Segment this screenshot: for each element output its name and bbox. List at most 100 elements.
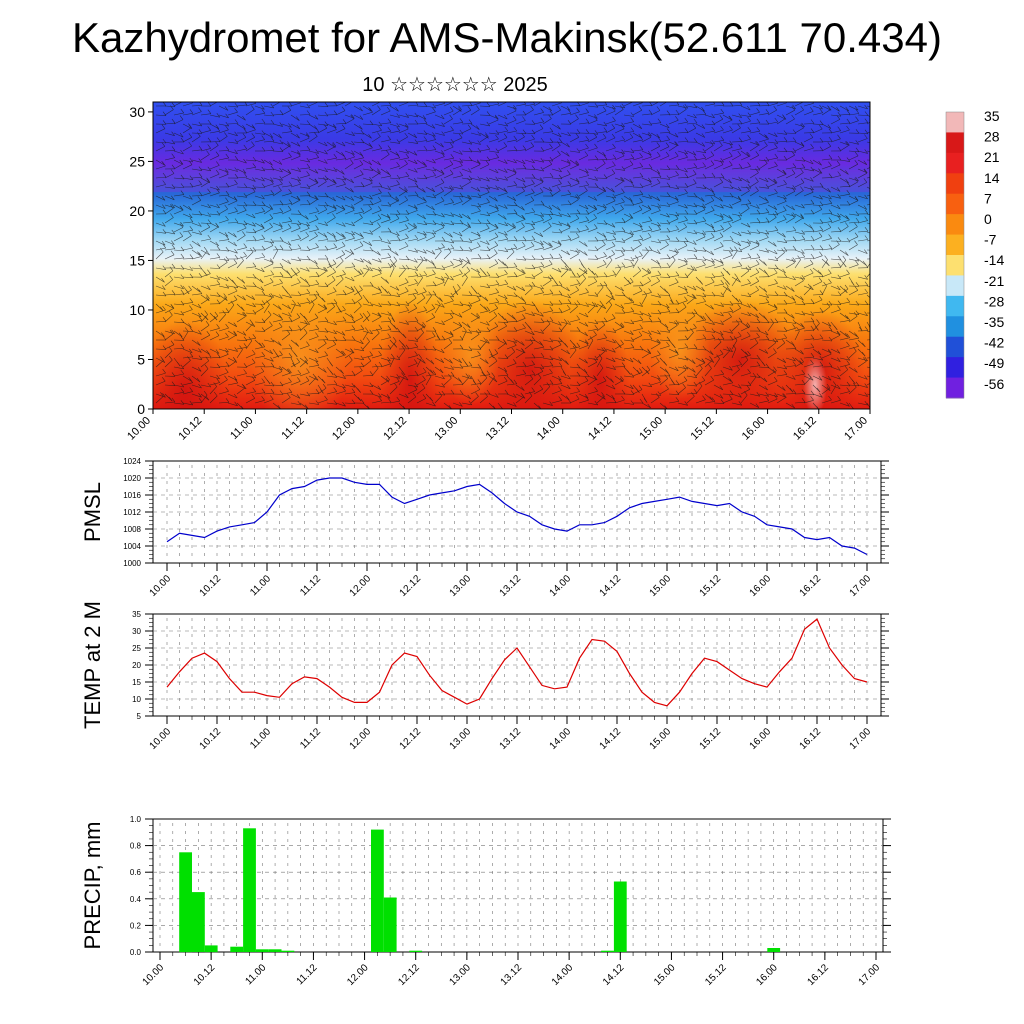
wind-barb-tick bbox=[666, 254, 671, 259]
wind-barb bbox=[785, 276, 796, 281]
wind-barb-tick bbox=[630, 98, 633, 102]
wind-barb bbox=[200, 177, 210, 184]
wind-barb bbox=[461, 258, 471, 265]
wind-barb-tick bbox=[341, 141, 346, 147]
wind-barb bbox=[452, 137, 463, 143]
wind-barb-tick bbox=[413, 178, 418, 183]
wind-barb-tick bbox=[756, 204, 760, 209]
wind-barb bbox=[821, 140, 833, 143]
wind-barb-tick bbox=[845, 251, 849, 256]
wind-barb bbox=[497, 231, 508, 236]
wind-barb-tick bbox=[815, 326, 819, 331]
wind-barb bbox=[740, 257, 751, 260]
wind-barb bbox=[740, 321, 750, 329]
wind-barb bbox=[245, 294, 255, 300]
wind-barb bbox=[380, 256, 391, 260]
wind-barb-tick bbox=[304, 356, 308, 361]
wind-barb-tick bbox=[522, 164, 527, 169]
wind-barb-tick bbox=[392, 262, 397, 268]
wind-barb bbox=[272, 159, 283, 165]
wind-barb-tick bbox=[286, 329, 291, 335]
wind-barb-tick bbox=[701, 133, 706, 138]
wind-barb bbox=[326, 330, 337, 335]
wind-barb bbox=[452, 213, 463, 219]
wind-barb bbox=[281, 258, 291, 265]
wind-barb-tick bbox=[792, 163, 797, 168]
wind-barb-tick bbox=[792, 298, 797, 303]
wind-barb-tick bbox=[535, 308, 540, 313]
wind-barb bbox=[812, 255, 823, 260]
wind-barb bbox=[677, 204, 688, 209]
wind-barb-tick bbox=[486, 370, 491, 375]
wind-barb bbox=[632, 259, 639, 269]
wind-barb-tick bbox=[224, 375, 228, 380]
wind-barb-tick bbox=[520, 348, 525, 353]
wind-barb bbox=[605, 348, 616, 353]
wind-barb-tick bbox=[800, 142, 805, 147]
wind-barb-tick bbox=[169, 311, 173, 316]
wind-barb-tick bbox=[711, 334, 716, 339]
wind-barb bbox=[515, 273, 526, 278]
wind-barb bbox=[236, 235, 246, 242]
wind-barb-tick bbox=[540, 312, 544, 317]
wind-barb-tick bbox=[531, 235, 536, 240]
wind-barb-tick bbox=[833, 325, 838, 330]
wind-barb-tick bbox=[314, 260, 318, 265]
wind-barb-tick bbox=[414, 278, 418, 284]
wind-barb bbox=[335, 110, 346, 116]
wind-barb-tick bbox=[270, 293, 274, 298]
wind-barb bbox=[614, 303, 625, 309]
wind-barb-tick bbox=[630, 261, 634, 266]
wind-barb-tick bbox=[297, 369, 302, 375]
wind-barb-tick bbox=[540, 166, 545, 172]
wind-barb bbox=[164, 186, 175, 189]
wind-barb-tick bbox=[675, 366, 679, 371]
wind-barb-tick bbox=[387, 127, 392, 132]
wind-barb-tick bbox=[477, 242, 481, 247]
wind-barb-tick bbox=[439, 368, 444, 374]
wind-barb-tick bbox=[197, 242, 201, 247]
wind-barb-tick bbox=[766, 102, 770, 106]
wind-barb-tick bbox=[405, 216, 409, 221]
wind-barb-tick bbox=[369, 301, 374, 307]
wind-barb bbox=[434, 114, 445, 120]
wind-barb-tick bbox=[639, 281, 644, 286]
wind-barb bbox=[416, 166, 427, 170]
wind-barb-tick bbox=[513, 135, 518, 141]
wind-barb bbox=[767, 109, 777, 116]
wind-barb-tick bbox=[674, 249, 678, 254]
wind-barb bbox=[461, 105, 473, 107]
wind-barb bbox=[776, 219, 787, 224]
wind-barb bbox=[830, 204, 841, 210]
wind-barb-tick bbox=[628, 297, 633, 302]
wind-barb-tick bbox=[846, 157, 851, 162]
wind-barb-tick bbox=[765, 217, 770, 222]
wind-barb-tick bbox=[558, 212, 562, 217]
wind-barb bbox=[866, 166, 870, 170]
wind-barb-tick bbox=[504, 235, 509, 240]
wind-barb bbox=[704, 357, 715, 363]
wind-barb bbox=[488, 292, 499, 296]
wind-barb bbox=[344, 186, 354, 193]
wind-barb bbox=[542, 357, 553, 361]
wind-barb-tick bbox=[306, 132, 310, 137]
wind-barb bbox=[614, 294, 626, 297]
wind-barb bbox=[560, 193, 571, 197]
wind-barb-tick bbox=[711, 139, 716, 145]
wind-barb bbox=[164, 105, 176, 107]
wind-barb-tick bbox=[432, 103, 437, 109]
wind-barb bbox=[344, 374, 355, 377]
wind-barb bbox=[866, 105, 870, 107]
wind-barb bbox=[497, 294, 508, 300]
wind-barb-tick bbox=[864, 134, 868, 139]
wind-barb bbox=[173, 163, 183, 170]
wind-barb-tick bbox=[801, 157, 806, 162]
wind-barb-tick bbox=[629, 160, 634, 165]
wind-barb-tick bbox=[486, 121, 491, 127]
wind-barb-tick bbox=[458, 133, 463, 138]
wind-barb bbox=[821, 375, 832, 381]
wind-barb-tick bbox=[729, 102, 734, 107]
wind-barb bbox=[380, 175, 391, 179]
wind-barb bbox=[596, 123, 607, 127]
wind-barb-tick bbox=[387, 253, 392, 258]
